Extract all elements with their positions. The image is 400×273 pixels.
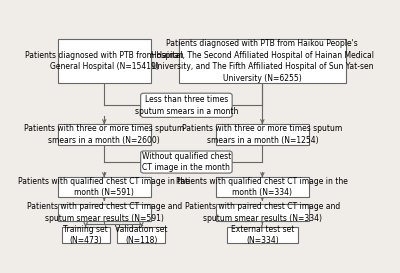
Text: Patients with three or more times sputum
smears in a month (N=2600): Patients with three or more times sputum… — [24, 124, 184, 145]
FancyBboxPatch shape — [58, 39, 151, 83]
Text: Training set
(N=473): Training set (N=473) — [63, 225, 108, 245]
Text: Patients with qualified chest CT image in the
month (N=591): Patients with qualified chest CT image i… — [18, 177, 190, 197]
Text: External test set
(N=334): External test set (N=334) — [231, 225, 294, 245]
FancyBboxPatch shape — [216, 177, 309, 197]
Text: Patients with three or more times sputum
smears in a month (N=1254): Patients with three or more times sputum… — [182, 124, 342, 145]
Text: Validation set
(N=118): Validation set (N=118) — [115, 225, 168, 245]
FancyBboxPatch shape — [58, 124, 151, 145]
FancyBboxPatch shape — [118, 227, 166, 243]
FancyBboxPatch shape — [62, 227, 110, 243]
Text: Patients with qualified chest CT image in the
month (N=334): Patients with qualified chest CT image i… — [176, 177, 348, 197]
FancyBboxPatch shape — [58, 177, 151, 197]
FancyBboxPatch shape — [141, 151, 232, 173]
Text: Patients diagnosed with PTB from Hainan
General Hospital (N=15419): Patients diagnosed with PTB from Hainan … — [25, 51, 184, 71]
Text: Without qualified chest
CT image in the month: Without qualified chest CT image in the … — [142, 152, 231, 172]
FancyBboxPatch shape — [216, 204, 309, 221]
Text: Patients with paired chest CT image and
sputum smear results (N=591): Patients with paired chest CT image and … — [27, 202, 182, 223]
FancyBboxPatch shape — [179, 39, 346, 83]
Text: Patients diagnosed with PTB from Haikou People's
Hospital, The Second Affiliated: Patients diagnosed with PTB from Haikou … — [151, 40, 374, 83]
FancyBboxPatch shape — [216, 124, 309, 145]
FancyBboxPatch shape — [58, 204, 151, 221]
FancyBboxPatch shape — [141, 93, 232, 117]
Text: Patients with paired chest CT image and
sputum smear results (N=334): Patients with paired chest CT image and … — [185, 202, 340, 223]
Text: Less than three times
sputum smears in a month: Less than three times sputum smears in a… — [135, 95, 238, 115]
FancyBboxPatch shape — [227, 227, 298, 243]
